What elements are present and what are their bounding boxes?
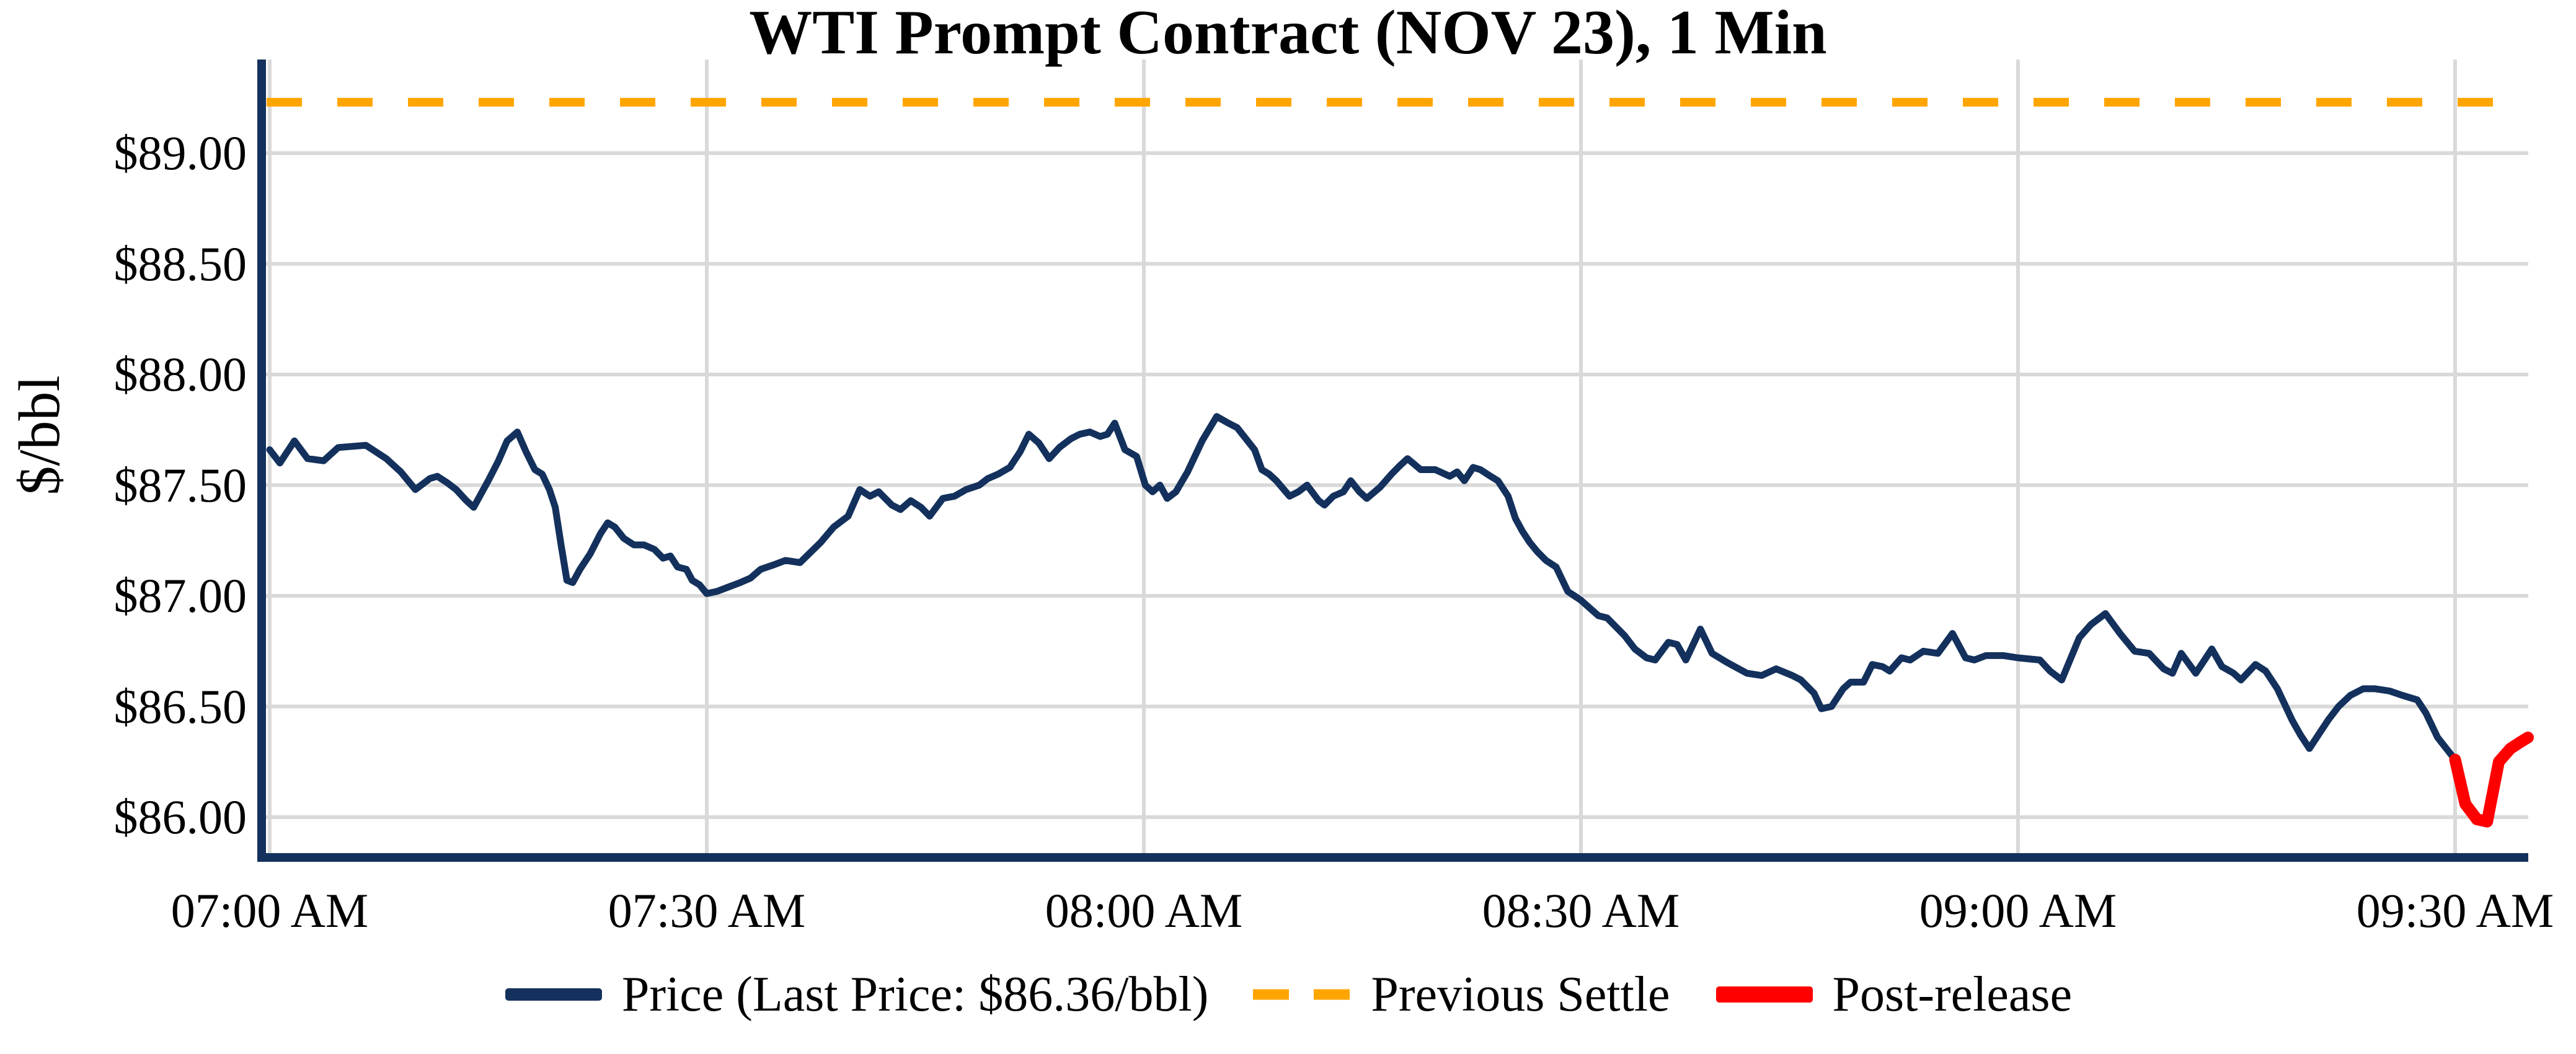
legend-item: Price (Last Price: $86.36/bbl) (504, 965, 1208, 1024)
x-tick-label: 08:00 AM (1045, 884, 1243, 937)
y-tick-label: $88.50 (113, 236, 247, 291)
legend: Price (Last Price: $86.36/bbl) Previous S… (0, 965, 2576, 1024)
x-tick-label: 08:30 AM (1482, 884, 1680, 937)
y-tick-label: $88.00 (113, 347, 247, 401)
x-tick-label: 07:00 AM (170, 884, 369, 937)
legend-thick-swatch-icon (1715, 984, 1814, 1005)
price-series (266, 413, 2534, 828)
x-tick-label: 09:30 AM (2356, 884, 2554, 937)
legend-item: Previous Settle (1253, 965, 1670, 1024)
x-tick-label: 07:30 AM (608, 884, 806, 937)
axis-spines (257, 60, 2528, 862)
legend-label: Post-release (1832, 967, 2073, 1022)
legend-dashed-swatch-icon (1253, 984, 1353, 1005)
y-tick-label: $89.00 (113, 126, 247, 180)
gridlines (262, 60, 2528, 857)
y-tick-label: $87.00 (113, 569, 247, 622)
x-tick-label: 09:00 AM (1919, 884, 2117, 937)
chart-title: WTI Prompt Contract (NOV 23), 1 Min (749, 0, 1827, 68)
legend-item: Post-release (1715, 965, 2073, 1024)
y-tick-label: $87.50 (113, 458, 247, 512)
legend-solid-swatch-icon (504, 984, 603, 1005)
legend-label: Previous Settle (1371, 967, 1670, 1022)
legend-label: Price (Last Price: $86.36/bbl) (621, 967, 1209, 1022)
y-tick-label: $86.50 (113, 679, 247, 733)
y-tick-label: $86.00 (113, 790, 247, 844)
